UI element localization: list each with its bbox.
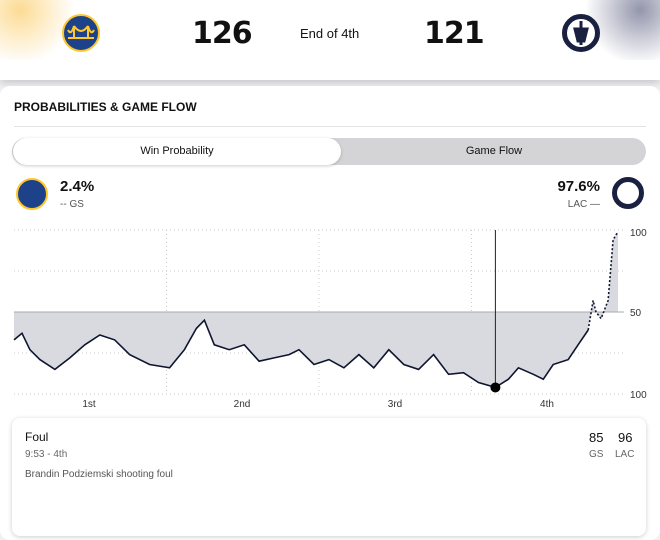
y-tick-bottom: 100 — [630, 390, 647, 401]
play-description: Brandin Podziemski shooting foul — [25, 469, 173, 480]
y-tick-mid: 50 — [630, 308, 642, 319]
quarter-label-1: 1st — [82, 399, 96, 410]
away-score: 121 — [424, 16, 485, 51]
lac-win-pct: 97.6% — [557, 178, 600, 195]
selected-play-marker[interactable] — [490, 382, 501, 393]
home-score: 126 — [192, 16, 253, 51]
scoreboard-header: 126 End of 4th 121 — [0, 0, 660, 80]
lac-small-logo-icon — [612, 177, 644, 209]
play-type: Foul — [25, 430, 49, 444]
gs-legend: -- GS — [60, 199, 84, 210]
gs-win-pct: 2.4% — [60, 178, 95, 195]
win-probability-chart[interactable]: 100 50 100 1st 2nd 3rd 4th — [0, 222, 660, 414]
gs-logo-icon[interactable] — [62, 14, 100, 52]
tab-game-flow[interactable]: Game Flow — [465, 145, 523, 157]
lac-legend: LAC — — [567, 199, 600, 210]
lac-logo-icon[interactable] — [562, 14, 600, 52]
probability-line-dashed — [587, 231, 619, 331]
gs-small-logo-icon — [16, 178, 48, 210]
play-gs-score: 85 — [589, 430, 604, 445]
section-title: PROBABILITIES & GAME FLOW — [14, 100, 197, 114]
quarter-label-2: 2nd — [234, 399, 251, 410]
probability-area — [14, 231, 619, 388]
chart-toggle: Win Probability Game Flow — [12, 138, 646, 165]
y-tick-top: 100 — [630, 228, 647, 239]
play-lac-label: LAC — [615, 449, 635, 460]
quarter-label-3: 3rd — [388, 399, 402, 410]
play-gs-label: GS — [589, 449, 604, 460]
play-detail-card[interactable]: Foul 9:53 - 4th Brandin Podziemski shoot… — [12, 418, 646, 536]
probability-line — [13, 318, 589, 389]
game-status: End of 4th — [300, 26, 360, 41]
play-time: 9:53 - 4th — [25, 449, 68, 460]
play-lac-score: 96 — [618, 430, 633, 445]
divider — [14, 126, 646, 127]
quarter-label-4: 4th — [540, 399, 554, 410]
tab-win-probability[interactable]: Win Probability — [13, 138, 341, 165]
